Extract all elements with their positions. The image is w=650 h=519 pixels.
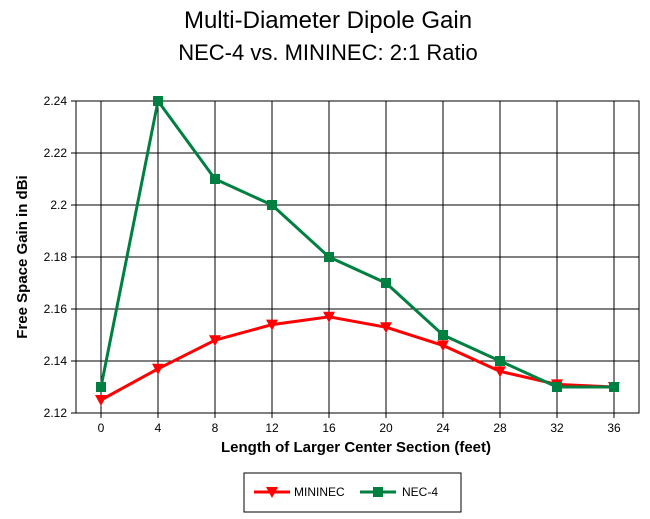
x-axis-label: Length of Larger Center Section (feet) — [221, 439, 491, 456]
point-nec4 — [153, 96, 163, 106]
point-mininec — [95, 395, 107, 406]
x-axis-ticks: 0 4 8 12 16 20 24 28 32 36 — [98, 413, 621, 435]
x-tick-label: 8 — [212, 421, 219, 435]
y-tick-label: 2.16 — [44, 302, 68, 316]
point-mininec — [323, 311, 335, 323]
y-tick-label: 2.14 — [44, 354, 68, 368]
y-tick-label: 2.18 — [44, 250, 68, 264]
x-tick-label: 32 — [550, 421, 564, 435]
point-mininec — [380, 322, 392, 334]
chart-title: Multi-Diameter Dipole Gain — [184, 7, 472, 34]
legend-marker-mininec — [266, 487, 278, 498]
point-nec4 — [552, 382, 562, 392]
point-mininec — [209, 335, 221, 347]
point-nec4 — [609, 382, 619, 392]
point-nec4 — [210, 174, 220, 184]
y-tick-label: 2.2 — [50, 198, 67, 212]
legend-label-mininec: MININEC — [294, 485, 345, 499]
x-tick-label: 36 — [607, 421, 621, 435]
point-mininec — [494, 366, 506, 378]
series-line-mininec — [100, 315, 615, 402]
point-nec4 — [381, 278, 391, 288]
point-nec4 — [324, 252, 334, 262]
chart-subtitle: NEC-4 vs. MININEC: 2:1 Ratio — [178, 40, 478, 65]
y-axis-ticks: 2.12 2.14 2.16 2.18 2.2 2.22 2.24 — [44, 94, 76, 420]
y-tick-label: 2.12 — [44, 406, 68, 420]
legend: MININEC NEC-4 — [243, 472, 462, 513]
point-nec4 — [267, 200, 277, 210]
x-tick-label: 20 — [379, 421, 393, 435]
x-tick-label: 16 — [322, 421, 336, 435]
point-mininec — [266, 319, 278, 331]
y-tick-label: 2.24 — [44, 94, 68, 108]
y-axis-label: Free Space Gain in dBi — [14, 175, 31, 338]
x-tick-label: 24 — [436, 421, 450, 435]
y-tick-label: 2.22 — [44, 146, 68, 160]
series-group — [95, 96, 620, 406]
point-mininec — [152, 363, 164, 375]
point-nec4 — [96, 382, 106, 392]
point-nec4 — [438, 330, 448, 340]
point-nec4 — [495, 356, 505, 366]
series-line-nec4 — [99, 99, 614, 389]
series-nec4 — [96, 96, 619, 392]
x-tick-label: 28 — [493, 421, 507, 435]
x-tick-label: 0 — [98, 421, 105, 435]
legend-label-nec4: NEC-4 — [402, 485, 438, 499]
point-mininec — [437, 340, 449, 352]
legend-marker-nec4 — [373, 487, 383, 497]
x-tick-label: 4 — [155, 421, 162, 435]
x-tick-label: 12 — [265, 421, 279, 435]
